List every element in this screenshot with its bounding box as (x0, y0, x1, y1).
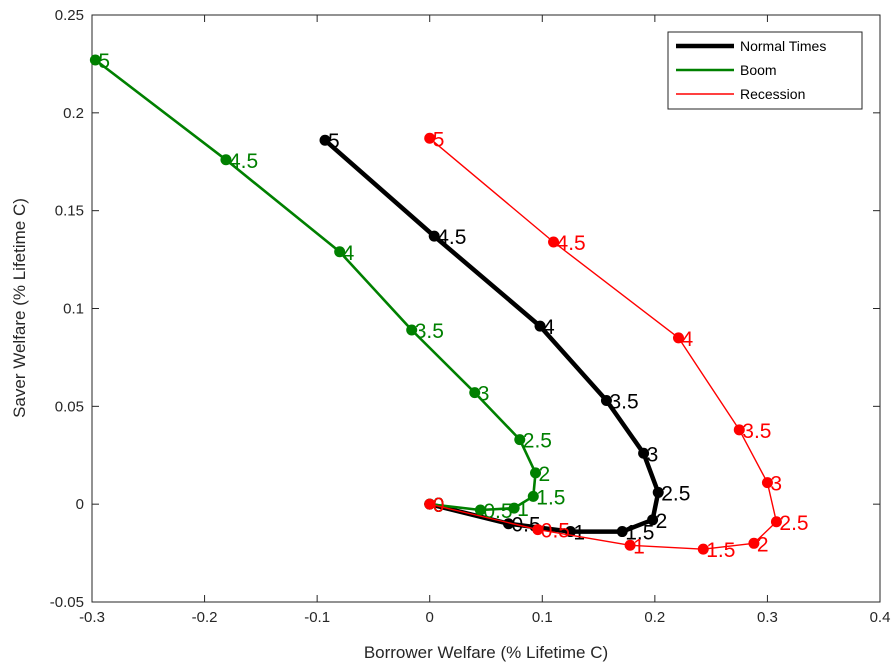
data-label: 5 (98, 50, 110, 73)
data-point (733, 424, 745, 436)
data-point (469, 387, 481, 399)
data-label: 1 (517, 498, 529, 521)
data-point (530, 467, 542, 479)
data-point (428, 230, 440, 242)
y-tick-label: 0 (76, 496, 84, 513)
series-line (94, 58, 537, 512)
data-point (616, 526, 628, 538)
y-tick-label: 0.05 (55, 398, 84, 415)
series-line (429, 137, 778, 550)
data-point (548, 236, 560, 248)
legend: Normal Times Boom Recession (667, 31, 863, 110)
data-label: 2.5 (523, 430, 552, 453)
data-point (220, 154, 232, 166)
data-point (89, 54, 101, 66)
data-point (527, 490, 539, 502)
data-label: 1 (573, 522, 585, 545)
x-tick-label: -0.1 (304, 609, 330, 626)
x-tick-label: 0.1 (532, 609, 553, 626)
data-label: 2 (656, 510, 668, 533)
data-point (748, 537, 760, 549)
data-label: 0 (433, 494, 445, 517)
data-point (474, 504, 486, 516)
y-axis-label: Saver Welfare (% Lifetime C) (10, 198, 29, 418)
data-point (532, 524, 544, 536)
data-point (647, 514, 659, 526)
data-point (319, 134, 331, 146)
data-label: 3.5 (609, 390, 638, 413)
legend-label: Recession (740, 86, 805, 102)
data-label: 1.5 (625, 522, 654, 545)
data-label: 4.5 (557, 232, 586, 255)
x-tick-label: -0.3 (79, 609, 105, 626)
data-label: 4 (681, 328, 693, 351)
series-recession: 00.51 1.5 22.533.544.55 (424, 128, 809, 562)
data-label: 1 (633, 535, 645, 558)
data-label: 1.5 (536, 486, 565, 509)
data-point (672, 332, 684, 344)
data-point (503, 518, 515, 530)
x-tick-label: 0.3 (757, 609, 778, 626)
data-label: 5 (433, 128, 445, 151)
data-label: 5 (328, 130, 340, 153)
y-tick-label: 0.1 (63, 301, 84, 318)
data-point (600, 394, 612, 406)
data-label: 4.5 (229, 150, 258, 173)
data-point (406, 324, 418, 336)
axes: -0.3 -0.2 -0.1 0 0.1 0.2 0.3 0.4 -0.05 0 0.05 0.1 0.… (50, 7, 891, 626)
series-line (322, 137, 661, 534)
y-tick-label: 0.15 (55, 203, 84, 220)
data-label: 4 (343, 242, 355, 265)
data-label: 2.5 (779, 512, 808, 535)
x-tick-label: -0.2 (192, 609, 218, 626)
x-axis-label: Borrower Welfare (% Lifetime C) (364, 643, 608, 662)
legend-label: Normal Times (740, 38, 826, 54)
data-point (334, 246, 346, 258)
data-label: 2.5 (661, 482, 690, 505)
data-label: 1.5 (706, 539, 735, 562)
data-point (697, 543, 709, 555)
data-point (652, 486, 664, 498)
data-point (424, 498, 436, 510)
x-tick-label: 0.2 (644, 609, 665, 626)
data-point (761, 477, 773, 489)
legend-label: Boom (740, 62, 777, 78)
data-label: 3 (770, 473, 782, 496)
x-tick-label: 0.4 (870, 609, 891, 626)
data-point (534, 320, 546, 332)
data-label: 3 (478, 383, 490, 406)
data-label: 0.5 (541, 520, 570, 543)
data-label: 3.5 (742, 420, 771, 443)
data-point (638, 447, 650, 459)
data-label: 0.5 (483, 500, 512, 523)
data-label: 3.5 (415, 320, 444, 343)
data-point (424, 132, 436, 144)
series-boom: 0 0.5 1 1.52 2.5 3 3.5 4 4.5 5 (89, 50, 565, 523)
y-tick-label: 0.2 (63, 105, 84, 122)
x-tick-label: 0 (426, 609, 434, 626)
series-normal-times: 00.5 1 1.522.533.544.55 (319, 130, 690, 545)
y-tick-label: -0.05 (50, 594, 84, 611)
series-layer: 00.5 1 1.522.533.544.550 0.5 11.522.533.544.… (89, 50, 809, 562)
data-point (770, 516, 782, 528)
data-label: 4 (543, 316, 555, 339)
data-point (514, 434, 526, 446)
y-tick-label: 0.25 (55, 7, 84, 24)
data-label: 4.5 (437, 226, 466, 249)
data-label: 2 (539, 463, 551, 486)
data-point (624, 539, 636, 551)
data-label: 3 (647, 443, 659, 466)
data-label: 2 (757, 533, 769, 556)
data-point (508, 502, 520, 514)
